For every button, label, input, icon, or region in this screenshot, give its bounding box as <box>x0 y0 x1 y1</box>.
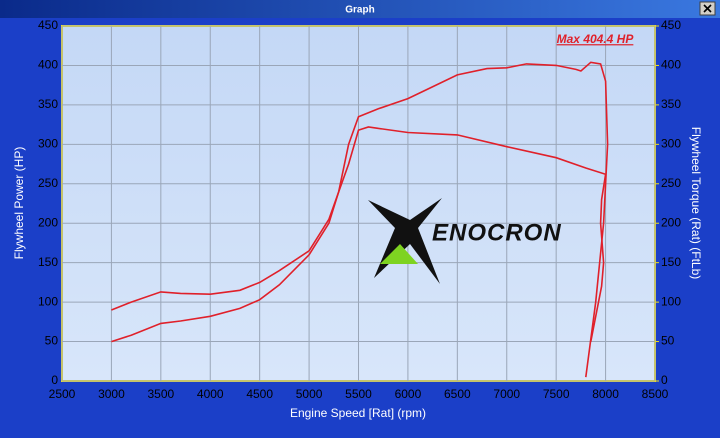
y2-tick-label: 400 <box>661 58 681 72</box>
annotation: Max 404.4 HP <box>557 32 635 46</box>
x-tick-label: 5500 <box>345 387 372 401</box>
x-tick-label: 6000 <box>395 387 422 401</box>
y2-tick-label: 300 <box>661 137 681 151</box>
y2-tick-label: 0 <box>661 373 668 387</box>
x-tick-label: 3500 <box>147 387 174 401</box>
title-bar <box>0 0 720 18</box>
x-tick-label: 4000 <box>197 387 224 401</box>
x-tick-label: 3000 <box>98 387 125 401</box>
y2-tick-label: 50 <box>661 334 675 348</box>
x-tick-label: 8000 <box>592 387 619 401</box>
x-tick-label: 8500 <box>642 387 669 401</box>
close-button[interactable] <box>699 1 716 16</box>
y-tick-label: 200 <box>38 215 58 229</box>
logo: ENOCRON <box>368 198 562 284</box>
logo-text: ENOCRON <box>432 219 562 246</box>
y-tick-label: 150 <box>38 255 58 269</box>
x-axis-label: Engine Speed [Rat] (rpm) <box>290 406 426 420</box>
grid <box>61 25 656 382</box>
x-tick-label: 4500 <box>246 387 273 401</box>
y-axis-label: Flywheel Power (HP) <box>12 147 26 260</box>
x-tick-label: 2500 <box>49 387 76 401</box>
x-tick-label: 6500 <box>444 387 471 401</box>
curve <box>111 126 607 342</box>
y-tick-label: 100 <box>38 294 58 308</box>
y2-axis-label: Flywheel Torque (Rat) (FtLb) <box>689 127 703 280</box>
y2-tick-label: 200 <box>661 215 681 229</box>
y2-tick-label: 250 <box>661 176 681 190</box>
window-title: Graph <box>345 5 374 16</box>
y2-tick-label: 100 <box>661 294 681 308</box>
y2-tick-label: 150 <box>661 255 681 269</box>
x-tick-label: 5000 <box>296 387 323 401</box>
y-tick-label: 50 <box>45 334 59 348</box>
curve <box>111 61 609 378</box>
x-tick-label: 7500 <box>543 387 570 401</box>
y-tick-label: 300 <box>38 137 58 151</box>
y-tick-label: 350 <box>38 97 58 111</box>
x-tick-label: 7000 <box>493 387 520 401</box>
y-tick-label: 250 <box>38 176 58 190</box>
curves <box>111 61 609 378</box>
y-tick-label: 400 <box>38 58 58 72</box>
y2-tick-label: 450 <box>661 18 681 32</box>
y2-tick-label: 350 <box>661 97 681 111</box>
y-tick-label: 0 <box>51 373 58 387</box>
y-tick-label: 450 <box>38 18 58 32</box>
